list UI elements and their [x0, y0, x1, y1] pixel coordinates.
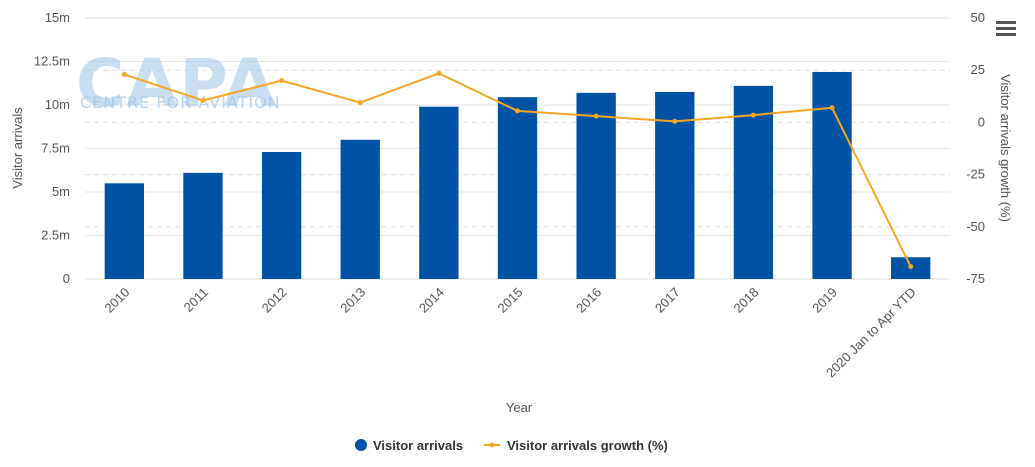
- legend-swatch-visitor-arrivals: [355, 439, 367, 451]
- watermark-main: CAPA: [76, 45, 277, 122]
- x-tick-label-10: 2020 Jan to Apr YTD: [823, 285, 919, 381]
- right-axis-ticks: -75 -50 -25 0 25 50: [966, 10, 985, 286]
- x-tick-label-7: 2017: [652, 285, 683, 316]
- x-tick-label-5: 2015: [495, 285, 526, 316]
- bar-2010[interactable]: [104, 183, 144, 279]
- legend-swatch-growth-marker: [489, 442, 495, 448]
- growth-point-2015[interactable]: [515, 108, 520, 114]
- x-tick-label-9: 2019: [809, 285, 840, 316]
- menu-bar-bottom: [996, 33, 1016, 36]
- bar-2011[interactable]: [183, 172, 223, 279]
- x-tick-label-6: 2016: [573, 285, 604, 316]
- left-tick-label-0: 0: [63, 271, 70, 286]
- growth-point-2016[interactable]: [593, 113, 599, 119]
- legend-item-visitor-arrivals[interactable]: Visitor arrivals: [355, 438, 463, 453]
- legend-label-visitor-arrivals-growth: Visitor arrivals growth (%): [507, 438, 668, 453]
- right-axis-title: Visitor arrivals growth (%): [998, 74, 1013, 222]
- bar-2016[interactable]: [576, 92, 616, 279]
- left-tick-label-5: 12.5m: [34, 54, 70, 69]
- legend-item-visitor-arrivals-growth[interactable]: Visitor arrivals growth (%): [484, 438, 668, 453]
- x-axis-ticks: 2010 2011 2012 2013 2014 2015 2016 2017 2018 2019…: [101, 285, 918, 381]
- growth-point-2011[interactable]: [200, 97, 206, 103]
- growth-point-2012[interactable]: [279, 78, 285, 84]
- x-tick-label-4: 2014: [416, 285, 447, 316]
- growth-point-2013[interactable]: [357, 100, 363, 106]
- hamburger-menu-icon[interactable]: [994, 18, 1018, 40]
- legend: Visitor arrivals Visitor arrivals growth…: [355, 438, 668, 453]
- watermark-sub: CENTRE FOR AVIATION: [80, 93, 281, 112]
- left-tick-label-6: 15m: [45, 10, 70, 25]
- bar-2012[interactable]: [261, 151, 302, 279]
- line-series: [121, 70, 914, 269]
- bar-2018[interactable]: [733, 85, 774, 279]
- right-tick-label-3: 0: [978, 114, 985, 129]
- x-tick-label-8: 2018: [730, 285, 761, 316]
- left-axis-title: Visitor arrivals: [10, 107, 25, 189]
- left-tick-label-3: 7.5m: [41, 141, 70, 156]
- x-tick-label-0: 2010: [101, 285, 132, 316]
- left-tick-label-4: 10m: [45, 97, 70, 112]
- right-tick-label-4: 25: [971, 62, 985, 77]
- bar-2013[interactable]: [340, 139, 380, 279]
- right-tick-label-1: -50: [966, 219, 985, 234]
- growth-point-2020-jan-to-apr-ytd[interactable]: [908, 263, 914, 269]
- bar-2019[interactable]: [812, 71, 852, 279]
- capa-watermark: CAPA CENTRE FOR AVIATION: [76, 45, 281, 122]
- x-tick-label-2: 2012: [259, 285, 290, 316]
- bar-2015[interactable]: [497, 97, 538, 279]
- left-axis-ticks: 0 2.5m 5m 7.5m 10m 12.5m 15m: [34, 10, 70, 286]
- x-tick-label-3: 2013: [337, 285, 368, 316]
- growth-point-2019[interactable]: [829, 105, 835, 111]
- bar-2014[interactable]: [419, 106, 459, 280]
- right-tick-label-2: -25: [966, 167, 985, 182]
- left-tick-label-1: 2.5m: [41, 228, 70, 243]
- growth-point-2010[interactable]: [121, 71, 127, 77]
- right-tick-label-5: 50: [971, 10, 985, 25]
- x-axis-title: Year: [506, 400, 533, 415]
- x-tick-label-1: 2011: [181, 285, 211, 315]
- growth-point-2017[interactable]: [672, 118, 678, 124]
- menu-bar-top: [996, 21, 1016, 24]
- left-tick-label-2: 5m: [52, 184, 70, 199]
- growth-point-2014[interactable]: [436, 70, 442, 76]
- bar-series: [104, 71, 931, 280]
- right-tick-label-0: -75: [966, 271, 985, 286]
- legend-label-visitor-arrivals: Visitor arrivals: [373, 438, 463, 453]
- growth-point-2018[interactable]: [750, 112, 756, 118]
- menu-bar-middle: [996, 27, 1016, 30]
